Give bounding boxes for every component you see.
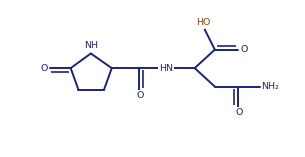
Text: HO: HO (196, 18, 210, 27)
Text: O: O (41, 64, 48, 73)
Text: HN: HN (159, 64, 173, 73)
Text: NH₂: NH₂ (261, 82, 279, 91)
Text: NH: NH (84, 41, 98, 50)
Text: O: O (235, 108, 242, 117)
Text: O: O (137, 91, 144, 100)
Text: O: O (240, 45, 248, 54)
